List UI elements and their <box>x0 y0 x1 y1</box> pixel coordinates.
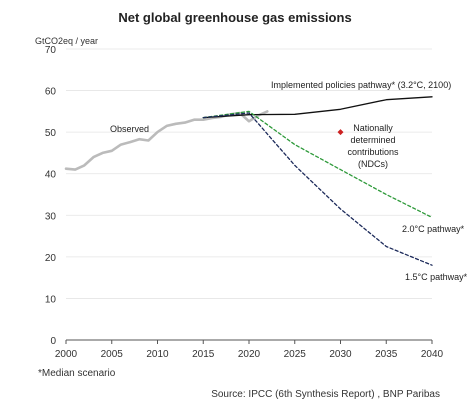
annotation-ndc-1: Nationally <box>353 123 393 133</box>
annotation-2c: 2.0°C pathway* <box>402 224 465 234</box>
y-tick-50: 50 <box>45 128 57 139</box>
annotation-ndc-3: contributions <box>347 147 399 157</box>
footnote: *Median scenario <box>38 368 116 379</box>
markers <box>337 129 344 136</box>
y-tick-70: 70 <box>45 45 57 56</box>
x-tick-2035: 2035 <box>375 349 398 360</box>
annotation-implemented: Implemented policies pathway* (3.2°C, 21… <box>271 80 451 90</box>
y-tick-0: 0 <box>50 336 56 347</box>
series-line-2 <box>202 110 433 219</box>
series-line-3 <box>202 112 433 266</box>
annotation-15c: 1.5°C pathway* <box>405 272 468 282</box>
y-tick-20: 20 <box>45 253 57 264</box>
source: Source: IPCC (6th Synthesis Report) , BN… <box>211 389 440 400</box>
x-tick-2020: 2020 <box>238 349 261 360</box>
x-tick-2005: 2005 <box>101 349 124 360</box>
chart-title: Net global greenhouse gas emissions <box>118 10 351 25</box>
series-line-1 <box>202 96 433 119</box>
x-tick-2010: 2010 <box>146 349 169 360</box>
y-axis-label: GtCO2eq / year <box>35 36 98 46</box>
y-tick-30: 30 <box>45 211 57 222</box>
y-tick-labels: 0 10 20 30 40 50 60 70 <box>45 45 57 347</box>
gridlines <box>65 48 433 344</box>
x-tick-2025: 2025 <box>284 349 307 360</box>
ndc-marker <box>337 129 344 136</box>
x-tick-2030: 2030 <box>329 349 352 360</box>
annotation-observed: Observed <box>110 124 149 134</box>
x-tick-2000: 2000 <box>55 349 78 360</box>
series-lines <box>64 96 433 266</box>
y-tick-60: 60 <box>45 87 57 98</box>
x-tick-2040: 2040 <box>421 349 444 360</box>
annotation-ndc-2: determined <box>350 135 395 145</box>
x-tick-2015: 2015 <box>192 349 215 360</box>
series-line-0 <box>64 110 269 171</box>
y-tick-40: 40 <box>45 170 57 181</box>
x-tick-labels: 2000 2005 2010 2015 2020 2025 2030 2035 2040 <box>55 349 444 360</box>
annotation-ndc-4: (NDCs) <box>358 159 388 169</box>
y-tick-10: 10 <box>45 294 57 305</box>
